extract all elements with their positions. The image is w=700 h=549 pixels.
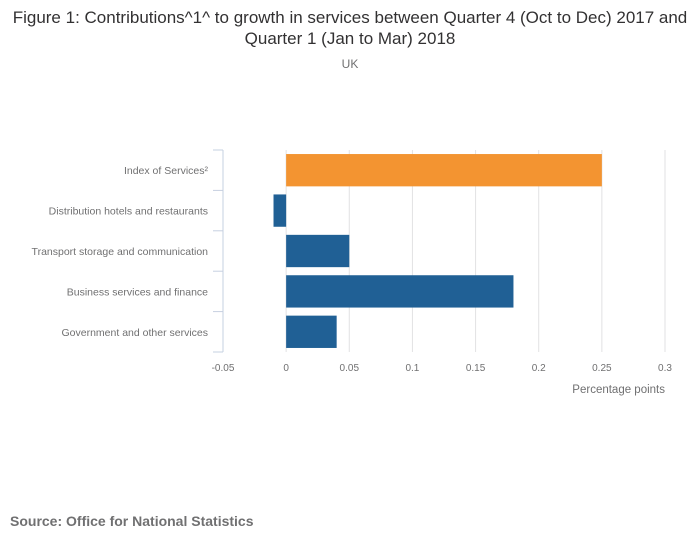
x-tick-label: 0.3	[658, 363, 672, 374]
source-note: Source: Office for National Statistics	[10, 513, 254, 529]
x-tick-label: 0.05	[340, 363, 360, 374]
bar[interactable]	[286, 234, 350, 268]
category-label: Distribution hotels and restaurants	[49, 206, 208, 218]
bar[interactable]	[286, 275, 514, 308]
category-label: Transport storage and communication	[32, 246, 209, 258]
bar[interactable]	[286, 154, 602, 187]
x-tick-label: 0.25	[592, 363, 612, 374]
category-labels: Index of Services² Distribution hotels an…	[32, 165, 209, 339]
x-tick-label: 0.1	[405, 363, 419, 374]
x-tick-label: -0.05	[212, 363, 235, 374]
chart-subtitle: UK	[341, 57, 359, 71]
chart-title: Figure 1: Contributions^1^ to growth in …	[12, 8, 688, 48]
x-axis-title: Percentage points	[572, 384, 665, 396]
bar[interactable]	[273, 194, 287, 227]
x-tick-label: 0	[283, 363, 289, 374]
bars	[273, 154, 602, 348]
x-tick-labels: -0.05 0 0.05 0.1 0.15 0.2 0.25 0.3	[212, 363, 673, 374]
category-label: Government and other services	[62, 327, 209, 339]
y-axis	[213, 149, 224, 353]
x-tick-label: 0.15	[466, 363, 486, 374]
category-label: Business services and finance	[67, 286, 208, 298]
bar[interactable]	[286, 315, 337, 348]
category-label: Index of Services²	[124, 165, 209, 177]
x-tick-label: 0.2	[532, 363, 546, 374]
